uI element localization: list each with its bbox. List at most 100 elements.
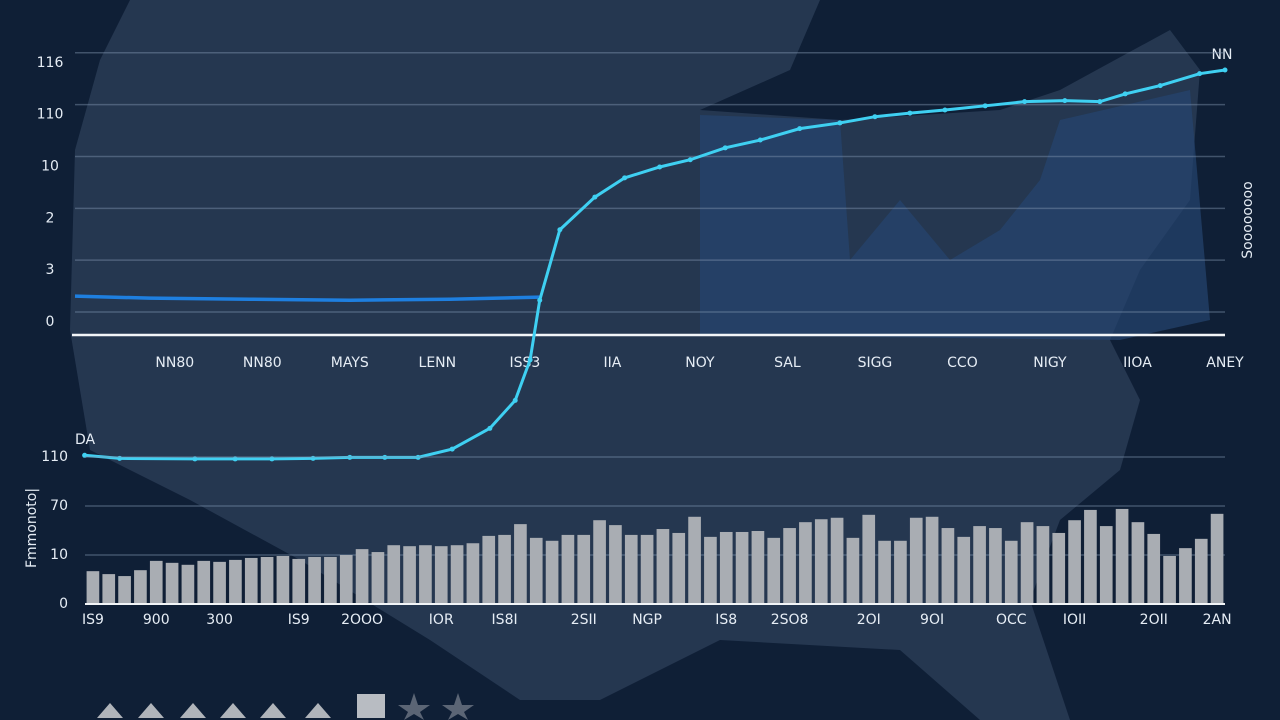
bar [767,537,781,604]
x-tick-label: SIGG [858,355,893,371]
y-tick-label: 70 [50,498,68,514]
line-point [1097,99,1103,105]
bar [466,543,480,604]
bar [672,532,686,604]
bar [1131,522,1145,604]
line-point [797,126,803,132]
bar [1099,526,1113,604]
line-point [1157,83,1163,89]
x-tick-label: NN80 [243,355,282,371]
bar [561,534,575,604]
bar [1163,555,1176,604]
y-tick-label: 110 [37,107,64,123]
y-tick-label: 110 [41,449,68,465]
x-tick-label: NN80 [155,355,194,371]
line-point [1122,91,1128,97]
line-point [722,145,728,151]
bar [1004,540,1018,604]
bar [640,534,654,604]
chart-title: DA [75,432,96,448]
x-tick-label: 2SII [571,612,597,628]
bar [482,535,496,604]
bar [419,545,432,604]
line-point [982,103,988,109]
bar [229,559,242,604]
y-tick-label: 0 [46,314,55,330]
line-point [449,446,455,452]
bar [688,516,701,604]
line-point [872,114,878,120]
y-tick-label: 10 [41,158,59,174]
bar [814,519,828,604]
bar [862,514,876,604]
bar [973,526,986,604]
bar [244,557,258,604]
x-tick-label: NGP [632,612,662,628]
x-tick-label: 2AN [1203,612,1232,628]
bar [1115,508,1129,604]
bar [1194,538,1208,604]
x-tick-label: 2OII [1140,612,1168,628]
bar [134,570,147,604]
bar [783,528,796,604]
bar [1020,522,1034,604]
bar [989,528,1002,604]
line-point [382,454,388,460]
bar [735,531,749,604]
line-point [1062,98,1068,104]
y-tick-label: 2 [46,210,55,226]
bar [181,564,195,604]
line-series [74,294,540,303]
bar [371,552,385,604]
bar [656,529,670,604]
x-tick-label: NOY [685,355,715,371]
decorations [97,693,474,720]
bar [450,545,464,604]
x-tick-label: IOR [429,612,454,628]
bar [102,574,116,604]
x-tick-label: CCO [947,355,978,371]
bar [577,534,591,604]
bar [719,531,733,604]
line-point [232,456,238,462]
bar [165,562,179,604]
line-point [1197,71,1203,77]
line-point [1022,99,1028,105]
bar [894,540,907,604]
line-point [687,157,693,163]
x-tick-label: IIA [603,355,621,371]
line-point [657,164,663,170]
bar [498,534,511,604]
x-tick-label: IS9 [82,612,104,628]
bar [1036,526,1050,604]
bar [149,560,163,604]
line-point [1222,67,1228,73]
line-point [942,107,948,113]
line-point [310,455,316,461]
bar [1179,548,1192,604]
bar [878,540,891,604]
line-point [192,456,198,462]
bar [1084,509,1097,604]
line-point [557,227,563,233]
bar [624,534,638,604]
bar [704,536,717,604]
bar [118,576,131,604]
y-tick-label: 0 [59,596,68,612]
x-tick-label: 300 [206,612,233,628]
bar [86,571,100,604]
bar [260,556,274,604]
line-series [84,68,1226,461]
x-tick-label: 2OOO [341,612,383,628]
bar [213,561,226,604]
line-point [527,357,533,363]
bar [830,517,844,604]
line-point [269,456,275,462]
x-tick-label: IS9 [288,612,310,628]
bar [593,520,606,604]
x-tick-label: IIOA [1123,355,1152,371]
x-tick-label: 2SO8 [771,612,809,628]
x-tick-label: 9OI [920,612,944,628]
